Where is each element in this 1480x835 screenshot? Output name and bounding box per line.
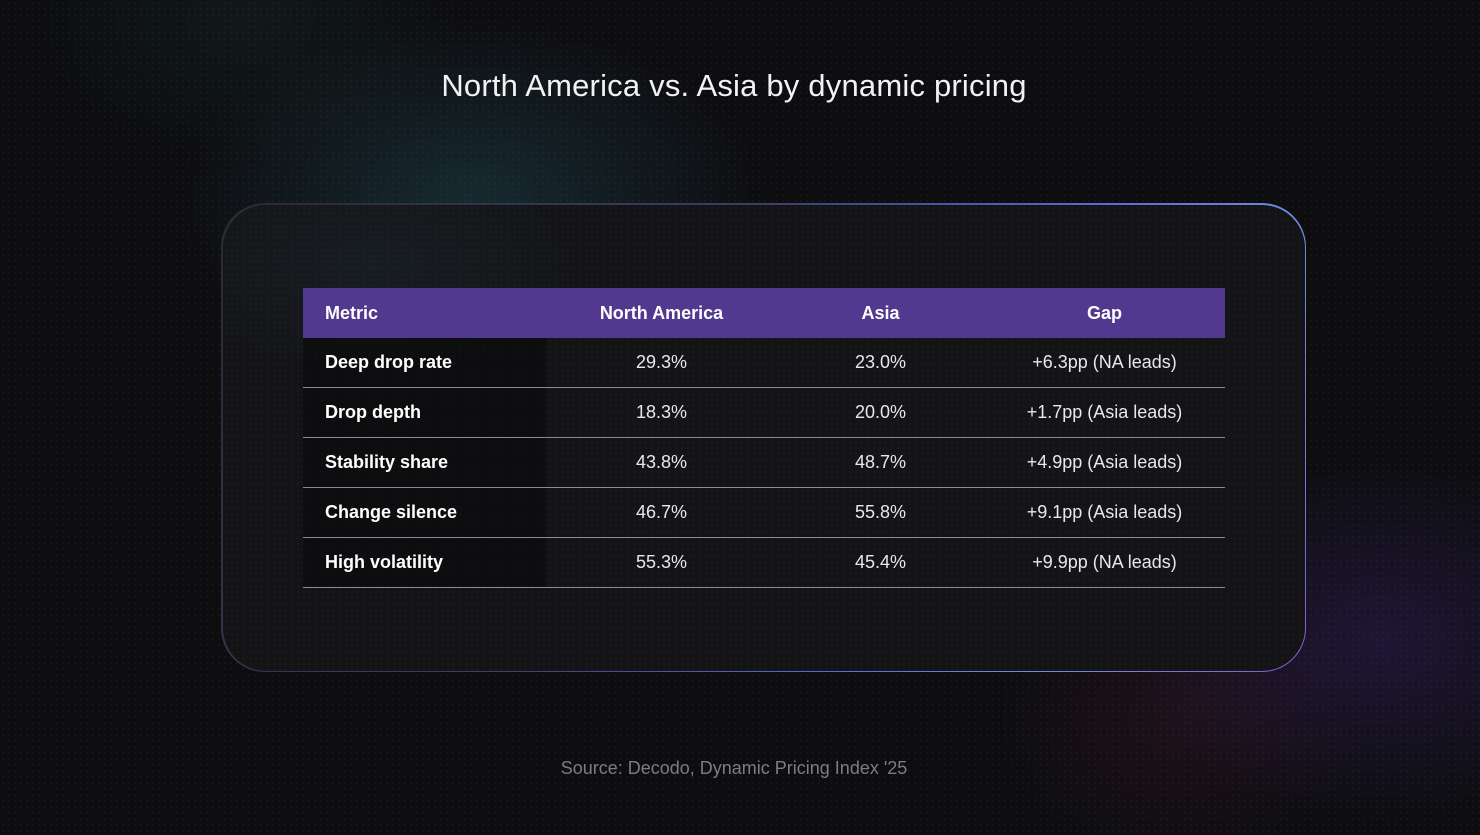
north-america-cell: 18.3% — [546, 387, 777, 438]
asia-cell: 55.8% — [777, 487, 984, 538]
north-america-cell: 46.7% — [546, 487, 777, 538]
table-row: Deep drop rate 29.3% 23.0% +6.3pp (NA le… — [303, 338, 1225, 388]
table-header-row: Metric North America Asia Gap — [303, 288, 1225, 338]
metric-cell: Stability share — [303, 437, 546, 488]
page-title: North America vs. Asia by dynamic pricin… — [441, 68, 1027, 103]
column-header-asia: Asia — [777, 288, 984, 338]
gap-cell: +6.3pp (NA leads) — [984, 338, 1225, 388]
comparison-table: Metric North America Asia Gap Deep drop … — [303, 288, 1225, 588]
column-header-gap: Gap — [984, 288, 1225, 338]
column-header-north-america: North America — [546, 288, 777, 338]
column-header-metric: Metric — [303, 288, 546, 338]
asia-cell: 45.4% — [777, 537, 984, 588]
source-note: Source: Decodo, Dynamic Pricing Index '2… — [560, 758, 908, 778]
north-america-cell: 29.3% — [546, 338, 777, 388]
metric-cell: High volatility — [303, 537, 546, 588]
gap-cell: +4.9pp (Asia leads) — [984, 437, 1225, 488]
north-america-cell: 55.3% — [546, 537, 777, 588]
table-card: Metric North America Asia Gap Deep drop … — [221, 203, 1306, 672]
table-row: Drop depth 18.3% 20.0% +1.7pp (Asia lead… — [303, 387, 1225, 438]
asia-cell: 23.0% — [777, 338, 984, 388]
table-row: Change silence 46.7% 55.8% +9.1pp (Asia … — [303, 487, 1225, 538]
gap-cell: +9.9pp (NA leads) — [984, 537, 1225, 588]
metric-cell: Drop depth — [303, 387, 546, 438]
gap-cell: +9.1pp (Asia leads) — [984, 487, 1225, 538]
table-row: Stability share 43.8% 48.7% +4.9pp (Asia… — [303, 437, 1225, 488]
north-america-cell: 43.8% — [546, 437, 777, 488]
metric-cell: Deep drop rate — [303, 338, 546, 388]
metric-cell: Change silence — [303, 487, 546, 538]
asia-cell: 48.7% — [777, 437, 984, 488]
table-card-inner: Metric North America Asia Gap Deep drop … — [222, 204, 1305, 671]
table-row: High volatility 55.3% 45.4% +9.9pp (NA l… — [303, 537, 1225, 588]
asia-cell: 20.0% — [777, 387, 984, 438]
gap-cell: +1.7pp (Asia leads) — [984, 387, 1225, 438]
